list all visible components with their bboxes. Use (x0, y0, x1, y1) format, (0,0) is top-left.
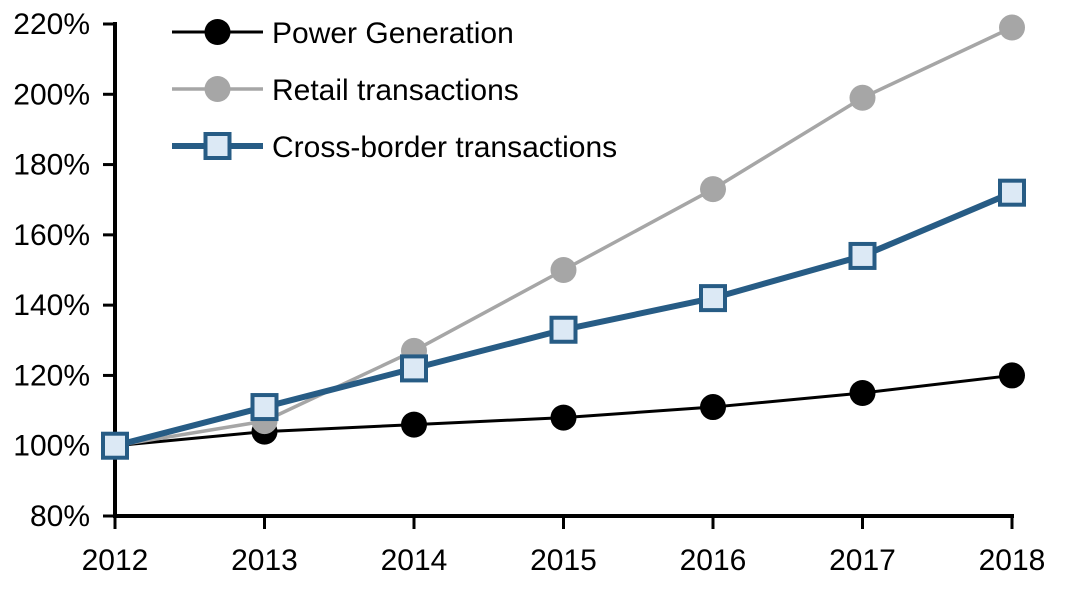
legend-label: Retail transactions (272, 74, 519, 107)
x-tick-label: 2016 (680, 544, 747, 577)
series-2 (101, 178, 1026, 460)
y-tick-label: 100% (13, 430, 90, 463)
legend-label: Power Generation (272, 17, 514, 50)
circle-marker (550, 257, 577, 283)
y-tick-label: 200% (13, 78, 90, 111)
data-series (101, 14, 1026, 460)
circle-marker (999, 362, 1025, 389)
square-marker (101, 431, 129, 460)
legend: Power Generation Retail transactions Cross… (172, 17, 617, 164)
legend-item-1: Retail transactions (172, 74, 519, 107)
y-tick-label: 220% (13, 8, 90, 41)
x-tick-label: 2017 (829, 544, 896, 577)
circle-marker (999, 14, 1025, 41)
y-tick-label: 160% (13, 219, 90, 252)
square-marker (848, 241, 877, 270)
legend-circle-marker (204, 76, 231, 102)
square-marker (250, 393, 279, 422)
x-tick-label: 2015 (530, 544, 597, 577)
y-tick-label: 140% (13, 289, 90, 322)
x-tick-label: 2013 (231, 544, 298, 577)
circle-marker (550, 404, 577, 431)
y-tick-label: 80% (30, 500, 90, 533)
legend-item-2: Cross-border transactions (172, 131, 617, 164)
circle-marker (700, 176, 726, 203)
square-marker (400, 354, 428, 383)
legend-circle-marker (204, 19, 231, 45)
circle-marker (849, 84, 876, 111)
square-marker (549, 315, 578, 344)
circle-marker (700, 394, 726, 421)
y-tick-label: 180% (13, 149, 90, 182)
square-marker (998, 178, 1026, 207)
circle-marker (401, 411, 427, 438)
legend-item-0: Power Generation (172, 17, 514, 50)
legend-square-marker (203, 132, 232, 160)
x-tick-label: 2012 (82, 544, 149, 577)
axes: 80% 100% 120% 140% 160% 180% 200% 220% 2012 2013 2… (13, 8, 1045, 577)
circle-marker (849, 380, 876, 406)
square-marker (699, 284, 727, 313)
x-tick-label: 2014 (381, 544, 448, 577)
legend-label: Cross-border transactions (272, 131, 617, 164)
x-tick-label: 2018 (979, 544, 1046, 577)
y-tick-label: 120% (13, 359, 90, 392)
series-1 (102, 14, 1025, 459)
